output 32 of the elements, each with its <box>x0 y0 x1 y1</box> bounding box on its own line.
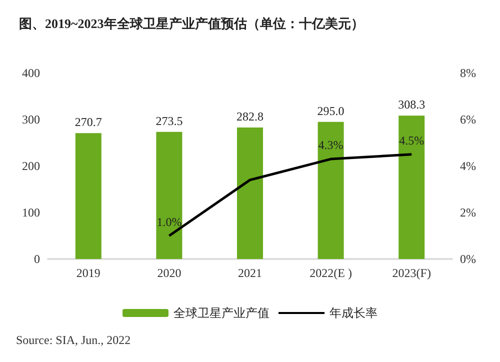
y2-tick-label: 4% <box>460 159 476 173</box>
bar <box>398 116 425 259</box>
y2-tick-label: 8% <box>460 66 476 80</box>
y-tick-label: 400 <box>22 66 40 80</box>
y2-tick-label: 0% <box>460 252 476 266</box>
data-label: 273.5 <box>156 114 183 128</box>
data-label: 4.3% <box>318 138 344 152</box>
y-tick-label: 200 <box>22 159 40 173</box>
y-tick-label: 0 <box>34 252 40 266</box>
x-tick-label: 2022(E ) <box>310 266 352 280</box>
y2-tick-label: 2% <box>460 206 476 220</box>
x-tick-label: 2021 <box>238 266 262 280</box>
legend-label: 年成长率 <box>330 306 378 320</box>
bar <box>318 122 344 259</box>
y-tick-label: 300 <box>22 112 40 126</box>
data-label: 1.0% <box>156 214 182 229</box>
y-tick-label: 100 <box>22 206 40 220</box>
x-tick-label: 2023(F) <box>392 266 431 280</box>
data-label: 270.7 <box>74 115 102 130</box>
legend-label: 全球卫星产业产值 <box>174 306 270 320</box>
chart-title: 图、2019~2023年全球卫星产业产值预估（单位：十亿美元） <box>19 16 364 31</box>
source-note: Source: SIA, Jun., 2022 <box>16 333 131 347</box>
bar <box>75 133 102 259</box>
data-label: 308.3 <box>398 98 426 112</box>
bar <box>156 132 182 259</box>
bar <box>237 128 263 259</box>
y2-tick-label: 6% <box>460 112 476 126</box>
data-label: 282.8 <box>236 110 264 124</box>
data-label: 295.0 <box>317 104 344 118</box>
data-label: 4.5% <box>399 133 424 148</box>
x-tick-label: 2019 <box>76 266 100 280</box>
x-tick-label: 2020 <box>157 266 182 280</box>
